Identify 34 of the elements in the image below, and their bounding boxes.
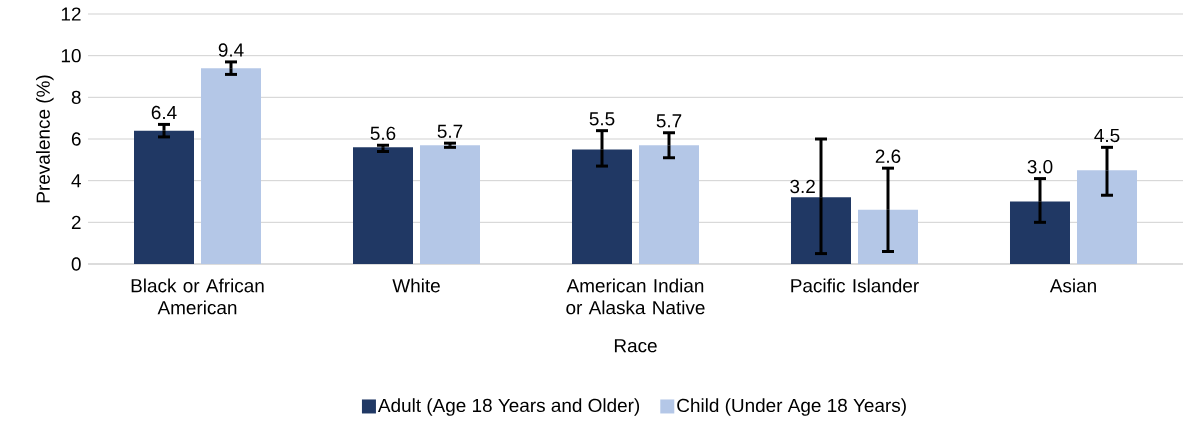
- bar: [1077, 170, 1137, 264]
- bar: [1010, 201, 1070, 264]
- legend-label: Adult (Age 18 Years and Older): [377, 398, 640, 416]
- y-tick-label: 6: [71, 132, 81, 146]
- y-tick-label: 4: [71, 174, 81, 188]
- x-tick-label: Black or African American: [131, 278, 264, 315]
- legend-label: Child (Under Age 18 Years): [677, 398, 906, 416]
- x-tick-label: White: [392, 278, 440, 293]
- x-tick-label: American Indian or Alaska Native: [566, 278, 705, 315]
- data-label: 5.6: [370, 126, 396, 141]
- data-label: 3.2: [790, 179, 815, 194]
- data-label: 2.6: [875, 149, 901, 163]
- data-label: 9.4: [218, 43, 244, 57]
- bar: [572, 149, 632, 264]
- x-tick-label: Asian: [1049, 278, 1096, 293]
- bar: [639, 145, 699, 264]
- data-label: 3.0: [1027, 159, 1053, 174]
- y-tick-label: 10: [61, 48, 81, 63]
- y-tick-label: 8: [71, 90, 81, 105]
- y-tick-label: 2: [71, 215, 81, 229]
- data-label: 6.4: [151, 105, 177, 120]
- bar: [134, 130, 194, 264]
- y-tick-label: 0: [71, 257, 81, 271]
- data-label: 4.5: [1094, 128, 1120, 143]
- y-tick-label: 12: [61, 7, 81, 21]
- bar: [420, 145, 480, 264]
- data-label: 5.7: [437, 124, 463, 138]
- data-label: 5.5: [589, 112, 615, 126]
- x-tick-label: Pacific Islander: [791, 278, 919, 293]
- data-label: 5.7: [656, 114, 682, 128]
- x-axis-title: Race: [614, 339, 657, 353]
- bar: [353, 147, 413, 264]
- y-axis-title: Prevalence (%): [35, 75, 54, 203]
- bar: [201, 68, 261, 264]
